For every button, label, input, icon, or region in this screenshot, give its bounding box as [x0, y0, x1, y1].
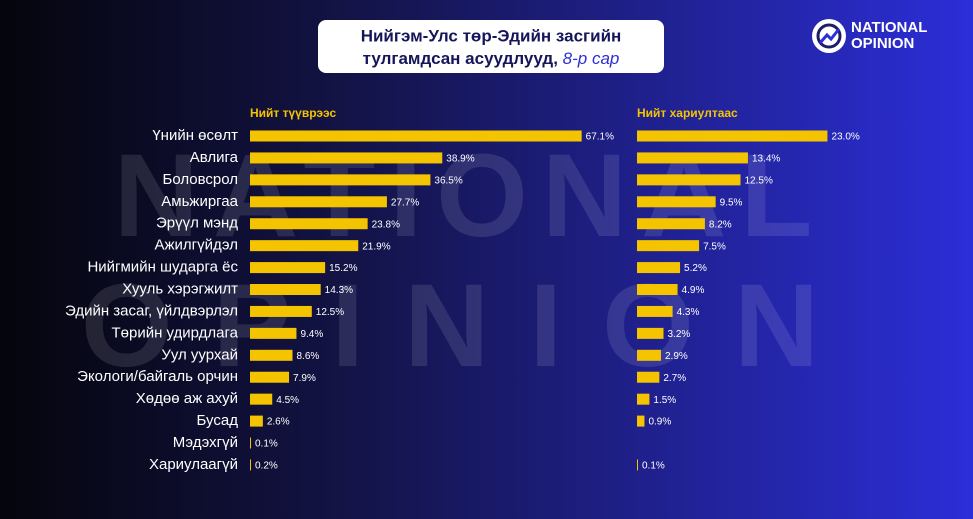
bar	[250, 415, 263, 427]
bar	[637, 218, 705, 230]
value-label: 23.8%	[372, 219, 400, 230]
category-label: Хууль хэрэгжилт	[122, 280, 238, 297]
bar	[250, 284, 321, 296]
value-label: 27.7%	[391, 197, 419, 208]
value-label: 4.3%	[677, 307, 700, 318]
logo-icon	[816, 23, 842, 49]
value-label: 38.9%	[446, 154, 474, 165]
category-label: Боловсрол	[162, 171, 238, 188]
title-box	[318, 20, 664, 73]
watermark: NATIONAL OPINION	[81, 130, 859, 392]
bar	[250, 262, 326, 274]
logo-icon	[818, 28, 841, 44]
panel-title: Нийт түүврээс	[250, 106, 337, 120]
value-label: 12.5%	[745, 176, 773, 187]
category-label: Эдийн засаг, үйлдвэрлэл	[65, 302, 238, 319]
value-label: 12.5%	[316, 307, 344, 318]
value-label: 13.4%	[752, 154, 780, 165]
bar	[637, 174, 741, 186]
chart-title: тулгамдсан асуудлууд, 8-р сар	[363, 49, 620, 68]
bar	[637, 262, 681, 274]
bar	[250, 327, 297, 339]
bar	[637, 349, 662, 361]
bar	[637, 327, 664, 339]
category-label: Амьжиргаа	[161, 193, 238, 210]
value-label: 3.2%	[667, 329, 690, 340]
value-label: 9.4%	[300, 329, 323, 340]
value-label: 0.1%	[255, 439, 278, 450]
category-label: Экологи/байгаль орчин	[77, 368, 238, 385]
bar	[250, 240, 359, 252]
value-label: 67.1%	[586, 132, 614, 143]
bar	[637, 459, 638, 471]
value-label: 7.5%	[703, 241, 726, 252]
bar	[637, 415, 645, 427]
category-label: Хөдөө аж ахуй	[136, 390, 238, 407]
bar	[637, 393, 650, 405]
value-label: 21.9%	[362, 241, 390, 252]
bar	[250, 130, 582, 142]
category-label: Нийгмийн шударга ёс	[87, 259, 238, 276]
category-label: Ажилгүйдэл	[154, 237, 238, 254]
category-label: Төрийн удирдлага	[111, 324, 238, 341]
category-label: Уул уурхай	[161, 346, 238, 363]
category-label: Хариулаагүй	[149, 456, 238, 473]
category-label: Бусад	[197, 412, 239, 429]
watermark-text: OPINION	[81, 260, 859, 392]
bar	[250, 459, 251, 471]
category-label: Үнийн өсөлт	[152, 127, 238, 144]
value-label: 2.7%	[663, 373, 686, 384]
category-label: Эрүүл мэнд	[156, 215, 238, 232]
value-label: 4.9%	[682, 285, 705, 296]
value-label: 7.9%	[293, 373, 316, 384]
bar	[637, 284, 678, 296]
title-text: тулгамдсан асуудлууд,	[363, 49, 558, 68]
bar	[250, 305, 312, 317]
value-label: 1.5%	[653, 395, 676, 406]
panel-title: Нийт хариултаас	[637, 106, 738, 120]
value-label: 0.2%	[255, 461, 278, 472]
bar	[637, 130, 828, 142]
bar	[637, 152, 748, 164]
logo-text: NATIONAL	[851, 19, 927, 36]
bar	[250, 174, 431, 186]
bar	[250, 349, 293, 361]
bar	[637, 305, 673, 317]
title-period: 8-р сар	[563, 49, 620, 68]
logo: NATIONAL OPINION	[812, 19, 927, 53]
chart-title: Нийгэм-Улс төр-Эдийн засгийн	[361, 26, 622, 45]
bar	[637, 196, 716, 208]
value-label: 14.3%	[325, 285, 353, 296]
value-label: 4.5%	[276, 395, 299, 406]
value-label: 5.2%	[684, 263, 707, 274]
value-label: 15.2%	[329, 263, 357, 274]
value-label: 0.9%	[648, 417, 671, 428]
bar	[250, 437, 251, 449]
category-label: Мэдэхгүй	[173, 434, 238, 451]
bar	[637, 371, 660, 383]
value-label: 9.5%	[720, 197, 743, 208]
bar	[250, 218, 368, 230]
value-label: 8.6%	[297, 351, 320, 362]
category-label: Авлига	[190, 149, 239, 166]
value-label: 36.5%	[434, 176, 462, 187]
value-label: 0.1%	[642, 461, 665, 472]
logo-text: OPINION	[851, 35, 914, 52]
value-label: 8.2%	[709, 219, 732, 230]
value-label: 23.0%	[831, 132, 859, 143]
bar	[250, 393, 273, 405]
bar	[250, 371, 290, 383]
bar	[250, 152, 443, 164]
value-label: 2.9%	[665, 351, 688, 362]
value-label: 2.6%	[267, 417, 290, 428]
bar	[637, 240, 700, 252]
bar	[250, 196, 387, 208]
